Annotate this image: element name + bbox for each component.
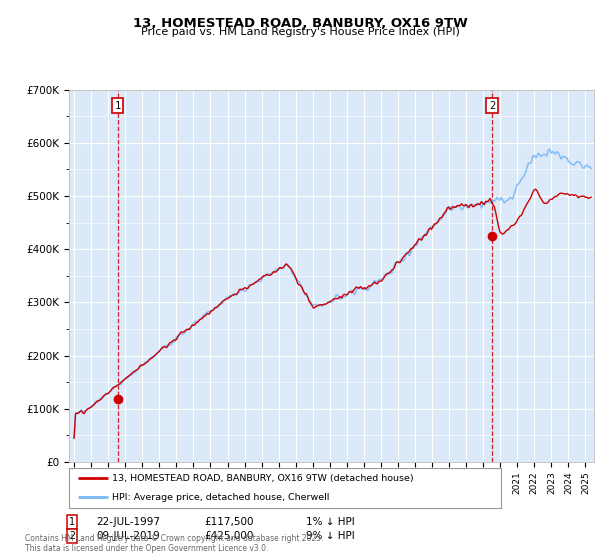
Text: 22-JUL-1997: 22-JUL-1997 xyxy=(96,517,160,527)
Text: 13, HOMESTEAD ROAD, BANBURY, OX16 9TW (detached house): 13, HOMESTEAD ROAD, BANBURY, OX16 9TW (d… xyxy=(112,474,414,483)
Text: 09-JUL-2019: 09-JUL-2019 xyxy=(96,531,160,541)
Text: 2: 2 xyxy=(69,531,75,541)
Text: Price paid vs. HM Land Registry's House Price Index (HPI): Price paid vs. HM Land Registry's House … xyxy=(140,27,460,37)
Text: £425,000: £425,000 xyxy=(204,531,253,541)
Text: £117,500: £117,500 xyxy=(204,517,254,527)
Text: 1: 1 xyxy=(69,517,75,527)
Text: 1% ↓ HPI: 1% ↓ HPI xyxy=(306,517,355,527)
Text: 13, HOMESTEAD ROAD, BANBURY, OX16 9TW: 13, HOMESTEAD ROAD, BANBURY, OX16 9TW xyxy=(133,17,467,30)
Text: 2: 2 xyxy=(489,101,495,110)
Text: 9% ↓ HPI: 9% ↓ HPI xyxy=(306,531,355,541)
Text: 1: 1 xyxy=(115,101,121,110)
Text: Contains HM Land Registry data © Crown copyright and database right 2025.
This d: Contains HM Land Registry data © Crown c… xyxy=(25,534,324,553)
Text: HPI: Average price, detached house, Cherwell: HPI: Average price, detached house, Cher… xyxy=(112,493,329,502)
